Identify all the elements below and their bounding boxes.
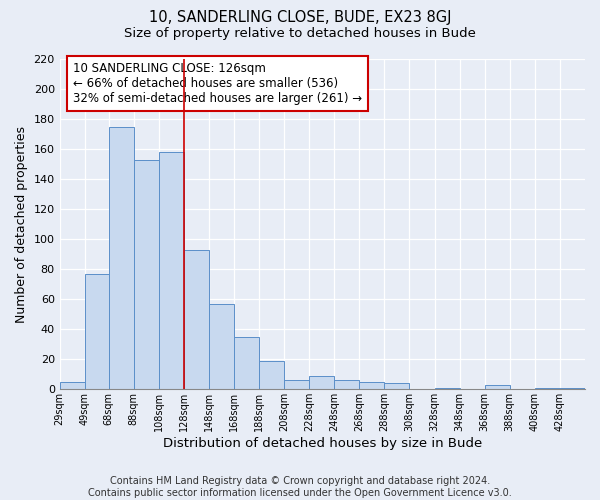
- Bar: [560, 388, 585, 390]
- Text: Size of property relative to detached houses in Bude: Size of property relative to detached ho…: [124, 28, 476, 40]
- Bar: [535, 388, 560, 390]
- Bar: [309, 376, 334, 390]
- Bar: [85, 274, 109, 390]
- Bar: [434, 388, 460, 390]
- Bar: [284, 380, 309, 390]
- Text: 10 SANDERLING CLOSE: 126sqm
← 66% of detached houses are smaller (536)
32% of se: 10 SANDERLING CLOSE: 126sqm ← 66% of det…: [73, 62, 362, 106]
- Bar: [334, 380, 359, 390]
- Bar: [209, 304, 234, 390]
- Bar: [184, 250, 209, 390]
- Text: Contains HM Land Registry data © Crown copyright and database right 2024.
Contai: Contains HM Land Registry data © Crown c…: [88, 476, 512, 498]
- Bar: [234, 336, 259, 390]
- Bar: [109, 126, 134, 390]
- Bar: [359, 382, 385, 390]
- Bar: [259, 361, 284, 390]
- Bar: [485, 385, 510, 390]
- Y-axis label: Number of detached properties: Number of detached properties: [15, 126, 28, 322]
- Bar: [159, 152, 184, 390]
- Bar: [385, 384, 409, 390]
- Text: 10, SANDERLING CLOSE, BUDE, EX23 8GJ: 10, SANDERLING CLOSE, BUDE, EX23 8GJ: [149, 10, 451, 25]
- Bar: [59, 382, 85, 390]
- X-axis label: Distribution of detached houses by size in Bude: Distribution of detached houses by size …: [163, 437, 482, 450]
- Bar: [134, 160, 159, 390]
